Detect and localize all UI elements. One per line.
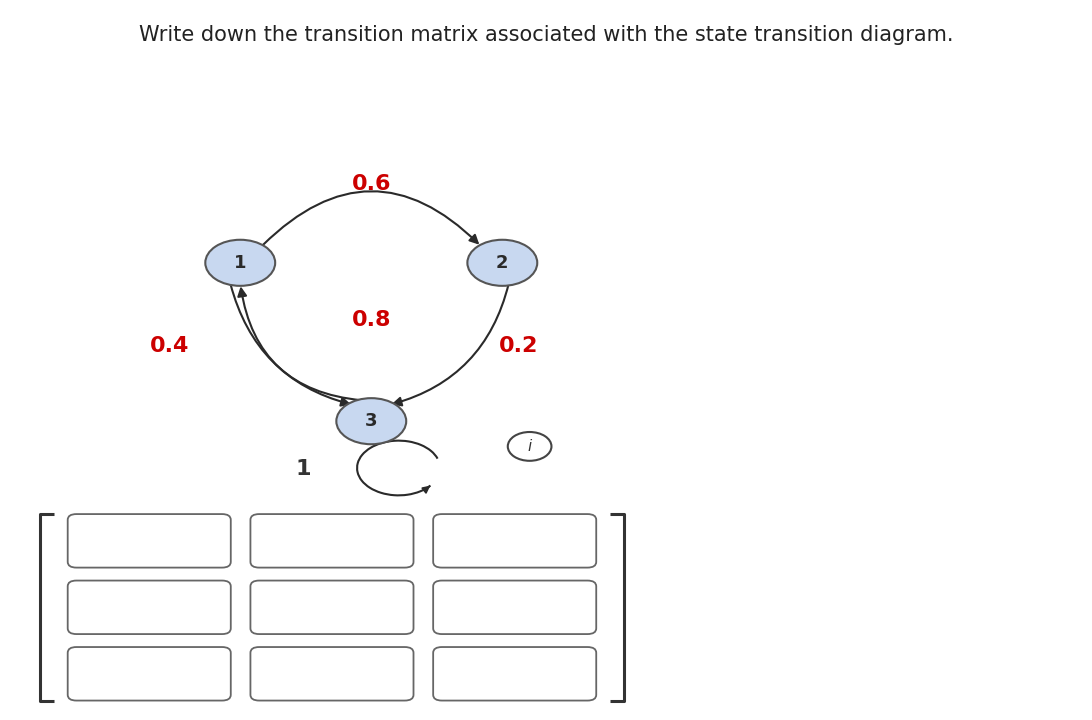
Text: 0.4: 0.4 xyxy=(150,336,189,356)
Text: 1: 1 xyxy=(234,254,247,271)
Circle shape xyxy=(467,240,537,286)
Circle shape xyxy=(336,398,406,444)
FancyBboxPatch shape xyxy=(68,647,230,701)
Text: 3: 3 xyxy=(365,412,378,430)
FancyBboxPatch shape xyxy=(68,514,230,567)
FancyBboxPatch shape xyxy=(434,514,596,567)
Text: 0.2: 0.2 xyxy=(499,336,538,356)
Text: 1: 1 xyxy=(296,459,311,480)
Text: i: i xyxy=(527,439,532,454)
FancyBboxPatch shape xyxy=(68,580,230,634)
Circle shape xyxy=(205,240,275,286)
FancyBboxPatch shape xyxy=(250,514,414,567)
FancyBboxPatch shape xyxy=(434,647,596,701)
Text: 2: 2 xyxy=(496,254,509,271)
Circle shape xyxy=(508,432,551,461)
FancyBboxPatch shape xyxy=(250,647,414,701)
FancyBboxPatch shape xyxy=(434,580,596,634)
Text: Write down the transition matrix associated with the state transition diagram.: Write down the transition matrix associa… xyxy=(139,25,953,45)
Text: 0.8: 0.8 xyxy=(352,310,391,330)
FancyBboxPatch shape xyxy=(250,580,414,634)
Text: 0.6: 0.6 xyxy=(352,174,391,194)
